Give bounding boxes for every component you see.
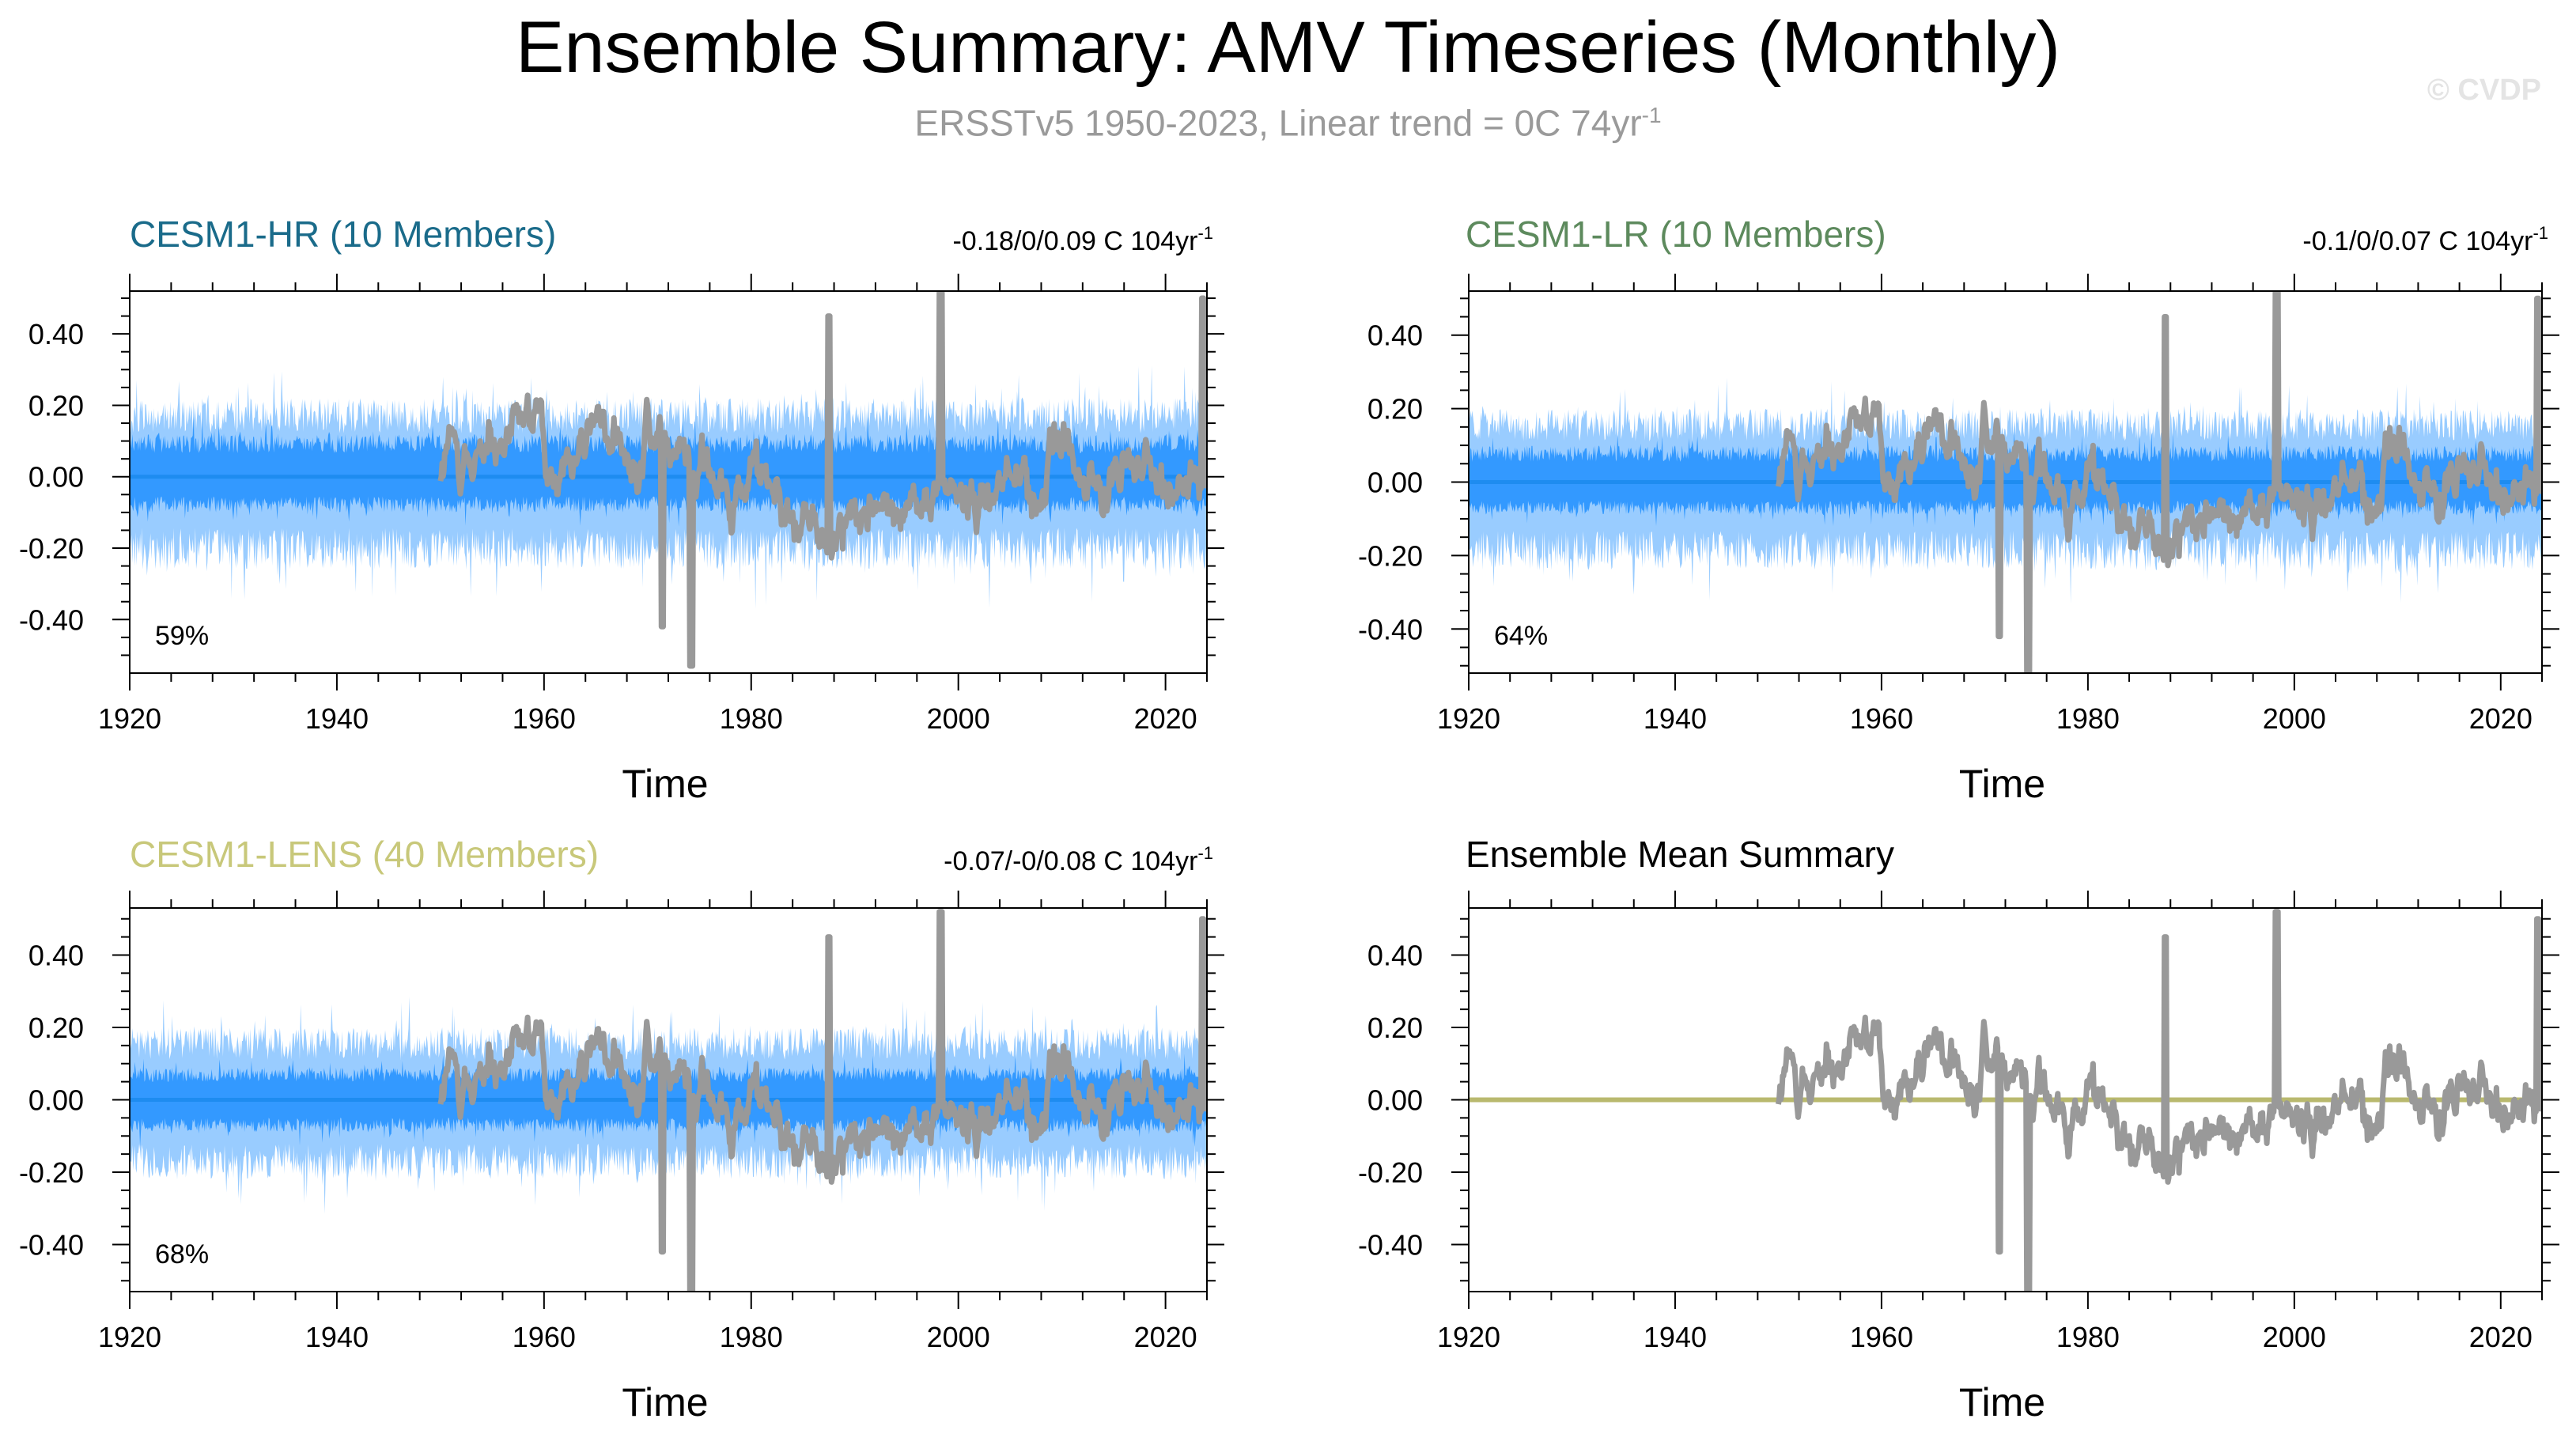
panel-percent-label: 64% — [1494, 621, 1548, 651]
x-tick-label: 2020 — [1134, 702, 1197, 735]
panel-lens: 1920 1940 1960 1980 2000 2020 0.40 0.20 0.00 -0.2… — [19, 834, 1224, 1424]
x-axis-label: Time — [1959, 1380, 2045, 1424]
x-tick-label: 1980 — [2056, 1321, 2120, 1353]
x-tick-label: 1920 — [1437, 702, 1500, 735]
x-tick-label: 1940 — [305, 1321, 369, 1353]
plot-area-hr — [130, 291, 1207, 669]
x-tick-label: 1960 — [1850, 1321, 1913, 1353]
y-tick-label: -0.20 — [1358, 539, 1423, 572]
y-tick-label: 0.20 — [28, 1012, 84, 1044]
y-tick-label: -0.20 — [19, 1156, 84, 1189]
panel-trend-text: -0.07/-0/0.08 C 104yr-1 — [944, 843, 1213, 876]
y-tick-label: 0.00 — [28, 461, 84, 494]
y-tick-label: 0.40 — [1367, 939, 1423, 971]
plot-area-lr — [1469, 291, 2542, 673]
panel-hr: 1920 1940 1960 1980 2000 2020 0.40 0.20 0.00 -0.2… — [19, 214, 1224, 806]
x-tick-label: 1960 — [1850, 702, 1913, 735]
panel-percent-label: 59% — [155, 621, 209, 651]
cvdp-watermark: © CVDP — [2427, 74, 2541, 107]
y-tick-label: -0.20 — [19, 532, 84, 565]
panel-title: Ensemble Mean Summary — [1466, 834, 1894, 875]
panel-lr: 1920 1940 1960 1980 2000 2020 0.40 0.20 0.00 -0.2… — [1358, 214, 2559, 806]
x-tick-label: 1940 — [1644, 1321, 1707, 1353]
x-tick-label: 1940 — [305, 702, 369, 735]
y-tick-label: 0.00 — [28, 1084, 84, 1117]
y-tick-label: -0.20 — [1358, 1156, 1423, 1189]
plot-area-summary — [1469, 909, 2542, 1292]
plot-area-lens — [130, 909, 1207, 1292]
y-tick-label: -0.40 — [1358, 1229, 1423, 1262]
y-tick-label: 0.20 — [1367, 393, 1423, 426]
x-axis-label: Time — [622, 1380, 708, 1424]
x-tick-label: 2020 — [2469, 1321, 2532, 1353]
y-tick-label: 0.00 — [1367, 1084, 1423, 1117]
x-tick-label: 1980 — [720, 1321, 783, 1353]
figure-title: Ensemble Summary: AMV Timeseries (Monthl… — [516, 7, 2060, 88]
y-tick-label: 0.40 — [1367, 320, 1423, 352]
panel-percent-label: 68% — [155, 1239, 209, 1269]
x-tick-label: 2000 — [927, 1321, 990, 1353]
y-tick-label: -0.40 — [19, 1229, 84, 1262]
y-tick-label: 0.00 — [1367, 467, 1423, 499]
panel-title: CESM1-LENS (40 Members) — [130, 834, 599, 875]
x-tick-label: 2020 — [1134, 1321, 1197, 1353]
subtitle-text: ERSSTv5 1950-2023, Linear trend = 0C 74y… — [914, 102, 1642, 144]
x-tick-label: 1920 — [98, 1321, 161, 1353]
x-axis-label: Time — [622, 762, 708, 806]
series-observations — [437, 909, 1207, 1292]
x-tick-label: 2020 — [2469, 702, 2532, 735]
x-tick-label: 1920 — [1437, 1321, 1500, 1353]
x-tick-label: 1920 — [98, 702, 161, 735]
panel-title: CESM1-HR (10 Members) — [130, 214, 556, 255]
x-tick-label: 1960 — [513, 702, 576, 735]
y-tick-label: 0.40 — [28, 318, 84, 350]
y-tick-label: -0.40 — [1358, 613, 1423, 645]
y-tick-label: 0.40 — [28, 939, 84, 971]
figure-subtitle: ERSSTv5 1950-2023, Linear trend = 0C 74y… — [0, 102, 2576, 144]
x-tick-label: 1960 — [513, 1321, 576, 1353]
x-axis-label: Time — [1959, 762, 2045, 806]
x-tick-label: 1940 — [1644, 702, 1707, 735]
panel-trend-text: -0.1/0/0.07 C 104yr-1 — [2302, 223, 2548, 256]
series-observations — [437, 291, 1207, 669]
panel-summary: 1920 1940 1960 1980 2000 2020 0.40 0.20 0.00 -0.2… — [1358, 834, 2559, 1424]
subtitle-exponent: -1 — [1641, 103, 1662, 127]
y-tick-label: 0.20 — [1367, 1012, 1423, 1044]
y-tick-label: 0.20 — [28, 389, 84, 422]
x-tick-label: 1980 — [2056, 702, 2120, 735]
panel-title: CESM1-LR (10 Members) — [1466, 214, 1886, 255]
x-tick-label: 2000 — [2263, 1321, 2326, 1353]
x-tick-label: 1980 — [720, 702, 783, 735]
x-tick-label: 2000 — [2263, 702, 2326, 735]
series-observations — [1775, 909, 2542, 1292]
series-observations — [1775, 291, 2542, 673]
panel-trend-text: -0.18/0/0.09 C 104yr-1 — [952, 223, 1213, 256]
y-tick-label: -0.40 — [19, 603, 84, 636]
x-tick-label: 2000 — [927, 702, 990, 735]
